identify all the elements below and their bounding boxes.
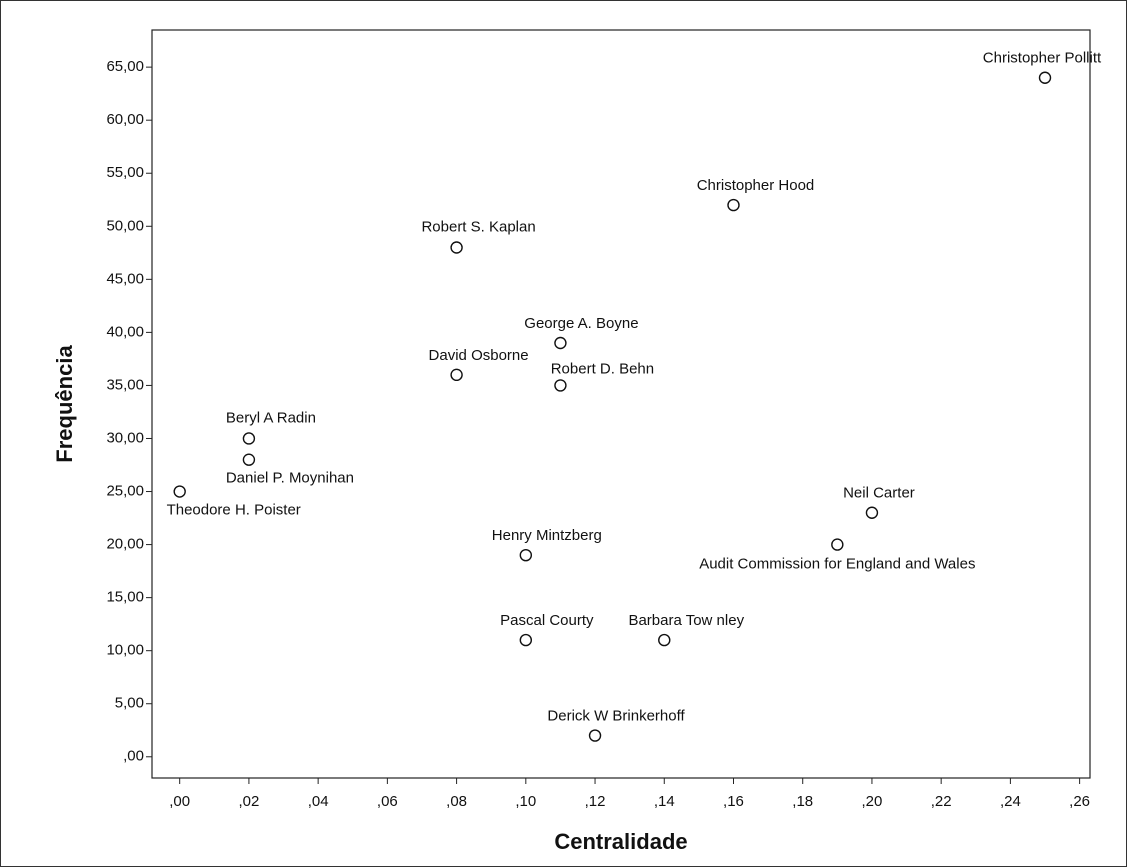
y-tick-label: 65,00 <box>106 58 144 75</box>
x-tick-label: ,14 <box>654 793 675 810</box>
x-tick-label: ,20 <box>862 793 883 810</box>
point-label: Barbara Tow nley <box>628 612 744 629</box>
y-tick-label: ,00 <box>123 748 144 765</box>
point-label: David Osborne <box>429 347 529 364</box>
y-tick-label: 5,00 <box>115 695 144 712</box>
point-label: Christopher Pollitt <box>983 50 1102 67</box>
point-label: Beryl A Radin <box>226 409 316 426</box>
y-tick-label: 60,00 <box>106 111 144 128</box>
point <box>831 538 844 551</box>
point <box>554 336 567 350</box>
plot-area <box>151 29 1091 779</box>
x-tick-label: ,00 <box>169 793 190 810</box>
x-tick-label: ,16 <box>723 793 744 810</box>
point <box>865 506 879 519</box>
y-tick-label: 45,00 <box>106 270 144 287</box>
point-label: Audit Commission for England and Wales <box>699 556 975 573</box>
y-tick-label: 25,00 <box>106 483 144 500</box>
x-tick-label: ,26 <box>1069 793 1090 810</box>
x-tick-label: ,02 <box>238 793 259 810</box>
x-tick-label: ,22 <box>931 793 952 810</box>
point <box>519 633 533 647</box>
point <box>519 548 533 562</box>
point <box>658 633 671 647</box>
point <box>554 379 567 392</box>
y-tick-label: 55,00 <box>106 164 144 181</box>
x-tick-label: ,10 <box>515 793 536 810</box>
y-tick-label: 15,00 <box>106 589 144 606</box>
point-label: George A. Boyne <box>524 315 638 332</box>
y-tick-label: 40,00 <box>106 323 144 340</box>
x-tick-label: ,12 <box>585 793 606 810</box>
point-label: Robert S. Kaplan <box>421 218 535 235</box>
point-label: Christopher Hood <box>697 177 815 194</box>
x-axis-title: Centralidade <box>554 829 687 854</box>
point-label: Derick W Brinkerhoff <box>547 708 685 725</box>
x-tick-label: ,24 <box>1000 793 1021 810</box>
y-tick-label: 20,00 <box>106 536 144 553</box>
point <box>588 729 602 742</box>
y-axis-title: Frequência <box>52 345 77 463</box>
point-label: Daniel P. Moynihan <box>226 470 354 487</box>
point <box>450 368 463 382</box>
x-tick-label: ,08 <box>446 793 467 810</box>
point <box>727 198 740 212</box>
point <box>173 485 186 498</box>
point <box>1038 71 1052 84</box>
point-label: Henry Mintzberg <box>492 527 602 544</box>
y-tick-label: 30,00 <box>106 429 144 446</box>
point <box>242 432 256 445</box>
y-tick-label: 50,00 <box>106 217 144 234</box>
point-label: Neil Carter <box>843 485 915 502</box>
x-tick-label: ,18 <box>792 793 813 810</box>
x-tick-label: ,04 <box>308 793 329 810</box>
point <box>242 453 256 466</box>
point-label: Theodore H. Poister <box>167 502 301 519</box>
point-label: Pascal Courty <box>500 612 594 629</box>
y-tick-label: 35,00 <box>106 376 144 393</box>
point <box>450 241 463 254</box>
x-tick-label: ,06 <box>377 793 398 810</box>
y-tick-label: 10,00 <box>106 642 144 659</box>
point-label: Robert D. Behn <box>551 360 654 377</box>
